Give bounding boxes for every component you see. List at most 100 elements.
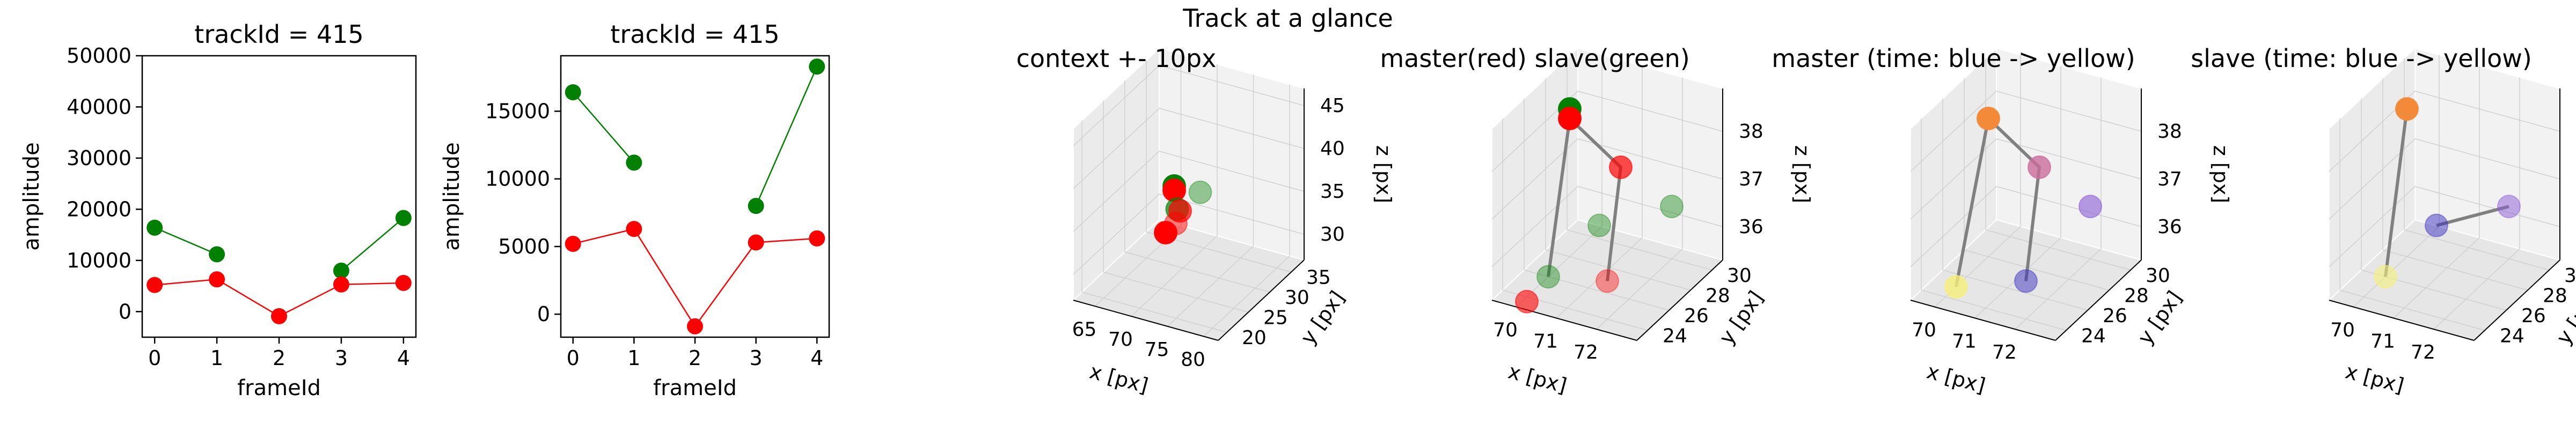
data-point <box>626 221 642 237</box>
series-green <box>565 58 825 214</box>
x-tick-label: 70 <box>2330 319 2355 341</box>
grid-line <box>1567 229 1713 271</box>
y-tick-label: 40000 <box>67 95 131 118</box>
grid-line <box>2353 226 2440 308</box>
grid-line <box>1073 65 1160 146</box>
y-axis-label: amplitude <box>440 142 464 250</box>
grid-line <box>1103 271 1249 313</box>
series-line <box>154 227 217 255</box>
scatter-point <box>1154 221 1177 244</box>
grid-line <box>1203 255 1290 337</box>
grid-line <box>1159 65 1305 106</box>
scatter-point <box>2079 195 2102 219</box>
grid-line <box>1159 151 1305 192</box>
x-tick-label: 70 <box>1108 329 1133 351</box>
grid-line <box>1131 235 1218 317</box>
scatter-point <box>2374 265 2397 289</box>
x-tick-label: 72 <box>2411 341 2435 363</box>
data-point <box>333 276 349 293</box>
series-line <box>341 217 404 271</box>
scatter-point <box>1587 213 1611 237</box>
x-tick-label: 2 <box>273 346 286 370</box>
plot-frame <box>560 55 830 338</box>
scatter-point <box>1977 106 2000 130</box>
grid-line <box>2404 229 2550 271</box>
y-tick-label: 30 <box>1285 287 1309 309</box>
x-tick-label: 4 <box>397 346 410 370</box>
scatter-point <box>1188 180 1212 204</box>
grid-line <box>1545 249 1691 291</box>
grid-line <box>2329 186 2416 267</box>
x-axis-line <box>1073 300 1219 341</box>
y-tick-label: 30 <box>2564 265 2576 287</box>
series-line <box>755 66 818 206</box>
grid-line <box>1996 186 2142 227</box>
grid-line <box>1491 138 1578 220</box>
grid-line <box>1073 108 1160 189</box>
grid-line <box>1596 248 1683 330</box>
series-red <box>147 271 412 324</box>
y-tick-label: 35 <box>1306 267 1331 289</box>
chart-title: context +- 10px <box>1016 44 1217 73</box>
y-axis-label: amplitude <box>19 142 44 250</box>
z-tick-label: 36 <box>2157 216 2182 238</box>
scatter-point <box>1558 106 1582 130</box>
y-tick-label: 24 <box>2500 325 2524 347</box>
y-tick-label: 30000 <box>67 146 131 170</box>
grid-line <box>1556 237 1643 318</box>
x-tick-label: 3 <box>750 346 763 370</box>
grid-line <box>1124 251 1270 293</box>
y-axis-line <box>1636 259 1723 341</box>
x-tick-label: 4 <box>810 346 823 370</box>
y-axis-line <box>2055 259 2142 341</box>
x-tick-label: 0 <box>148 346 161 370</box>
data-point <box>147 277 163 293</box>
chart-title: slave (time: blue -> yellow) <box>2191 44 2532 73</box>
grid-line <box>1910 186 1997 267</box>
z-axis-label: z [px] <box>2209 145 2233 203</box>
grid-line <box>1073 194 1160 275</box>
track-line <box>2436 205 2509 227</box>
grid-line <box>1996 91 2142 132</box>
z-tick-label: 35 <box>1320 181 1345 203</box>
x-axis-label: x [px] <box>2343 360 2406 398</box>
grid-line <box>1491 186 1578 267</box>
grid-line <box>1921 289 2067 331</box>
y-axis-line <box>2473 259 2560 341</box>
data-point <box>565 235 581 252</box>
z-tick-label: 40 <box>1320 138 1345 160</box>
grid-line <box>2433 248 2520 330</box>
y-tick-label: 26 <box>2103 305 2127 327</box>
grid-line <box>1073 151 1160 232</box>
z-tick-label: 37 <box>1739 168 1763 190</box>
grid-line <box>2414 91 2560 132</box>
y-tick-label: 30 <box>1727 265 1752 287</box>
grid-line <box>1081 292 1227 333</box>
grid-line <box>2393 237 2480 318</box>
data-point <box>687 318 703 335</box>
y-tick-label: 28 <box>2124 285 2149 307</box>
z-axis-label: z [px] <box>1790 145 1814 203</box>
track-line <box>1955 118 1990 287</box>
scatter-point <box>1660 195 1684 219</box>
grid-line <box>1577 91 1723 132</box>
plot-frame <box>141 55 417 338</box>
x-tick-label: 70 <box>1912 319 1936 341</box>
data-point <box>809 58 825 75</box>
y-tick-label: 24 <box>2081 325 2106 347</box>
y-tick-label: 0 <box>537 302 550 326</box>
y-tick-label: 30 <box>2146 265 2170 287</box>
grid-line <box>1159 108 1305 149</box>
grid-line <box>2414 138 2560 180</box>
x-tick-label: 0 <box>567 346 580 370</box>
grid-line <box>2339 289 2485 331</box>
series-red <box>565 221 825 335</box>
data-point <box>748 198 764 214</box>
z-tick-label: 38 <box>1739 121 1763 143</box>
y-tick-label: 28 <box>1706 285 1730 307</box>
x-tick-label: 80 <box>1181 349 1205 371</box>
